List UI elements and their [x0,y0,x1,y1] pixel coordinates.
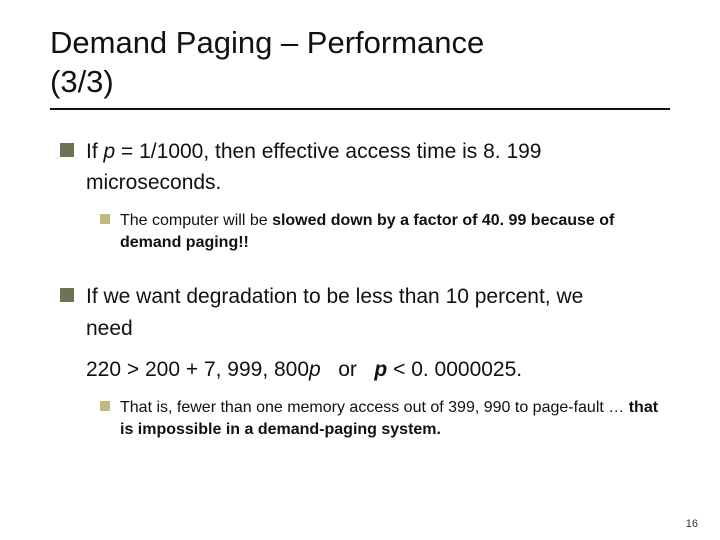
bullet-1-prefix: If [86,140,104,163]
bullet-2-inequality-lhs: 220 > 200 + 7, 999, 800 [86,358,309,381]
bullet-2-variable-p-2: p [374,358,393,381]
bullet-2-sub: That is, fewer than one memory access ou… [50,397,670,440]
square-bullet-icon [100,214,110,224]
slide-title: Demand Paging – Performance (3/3) [50,24,670,102]
bullet-2-continuation-1: need [50,315,670,342]
bullet-1-sub: The computer will be slowed down by a fa… [50,210,670,253]
bullet-1-variable-p: p [104,140,122,163]
square-bullet-icon [60,288,74,302]
bullet-1-text: If p = 1/1000, then effective access tim… [86,138,541,165]
bullet-2: If we want degradation to be less than 1… [50,283,670,310]
bullet-1-sub-text: The computer will be slowed down by a fa… [120,210,670,253]
bullet-2-sub-pre: That is, fewer than one memory access ou… [120,399,629,416]
bullet-2-or: or [321,358,375,381]
bullet-2-text: If we want degradation to be less than 1… [86,283,583,310]
bullet-1-sub-pre: The computer will be [120,212,272,229]
bullet-2-variable-p-1: p [309,358,321,381]
bullet-1-continuation: microseconds. [50,169,670,196]
square-bullet-icon [100,401,110,411]
bullet-2-inequality-rhs: < 0. 0000025. [393,358,522,381]
bullet-1: If p = 1/1000, then effective access tim… [50,138,670,165]
bullet-2-sub-text: That is, fewer than one memory access ou… [120,397,670,440]
square-bullet-icon [60,143,74,157]
title-line-1: Demand Paging – Performance [50,25,484,60]
bullet-1-rest: = 1/1000, then effective access time is … [121,140,541,163]
title-line-2: (3/3) [50,64,114,99]
bullet-2-continuation-2: 220 > 200 + 7, 999, 800p or p < 0. 00000… [50,356,670,383]
page-number: 16 [686,518,698,530]
title-underline [50,108,670,110]
slide-container: Demand Paging – Performance (3/3) If p =… [0,0,720,466]
